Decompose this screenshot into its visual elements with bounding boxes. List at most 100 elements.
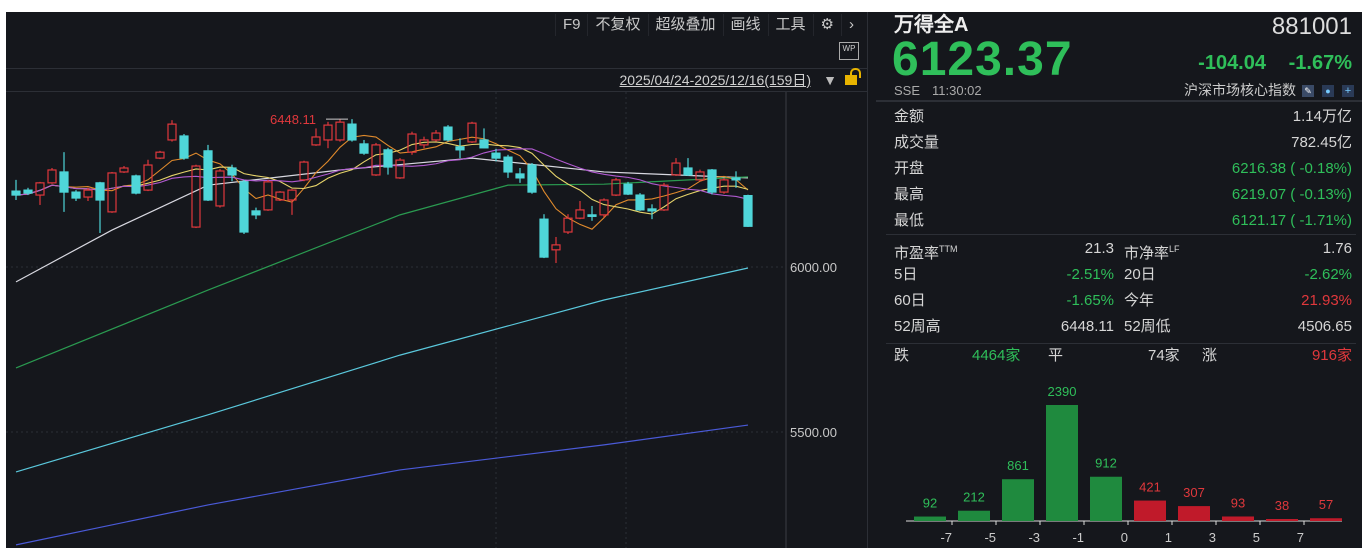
- toolbar-overlay[interactable]: 超级叠加: [647, 14, 723, 36]
- distribution-bar-label: 57: [1319, 497, 1333, 512]
- candlestick[interactable]: [551, 236, 561, 264]
- candlestick[interactable]: [275, 191, 285, 201]
- candlestick[interactable]: [743, 194, 753, 228]
- candlestick[interactable]: [431, 130, 441, 142]
- candlestick[interactable]: [23, 187, 33, 196]
- candlestick[interactable]: [143, 159, 153, 192]
- metric-label: 52周高: [894, 318, 941, 335]
- toolbar-draw[interactable]: 画线: [722, 14, 768, 36]
- candlestick[interactable]: [383, 147, 393, 175]
- candlestick[interactable]: [443, 125, 453, 142]
- candlestick[interactable]: [107, 171, 117, 213]
- candlestick[interactable]: [131, 174, 141, 195]
- candlestick[interactable]: [419, 136, 429, 149]
- stat-label: 金额: [894, 108, 925, 125]
- candlestick[interactable]: [47, 168, 57, 184]
- stat-label: 开盘: [894, 160, 925, 177]
- candlestick[interactable]: [731, 171, 741, 188]
- candlestick[interactable]: [191, 164, 201, 229]
- x-tick-label: 3: [1209, 530, 1216, 545]
- breadth-flat-count: 74家: [1148, 347, 1180, 364]
- candlestick[interactable]: [287, 189, 297, 215]
- toolbar-tools[interactable]: 工具: [767, 14, 813, 36]
- candlestick[interactable]: [407, 131, 417, 155]
- candlestick[interactable]: [71, 190, 81, 201]
- distribution-bar: [914, 516, 946, 521]
- toolbar-f9[interactable]: F9: [554, 14, 588, 36]
- candlestick[interactable]: [251, 207, 261, 220]
- candlestick[interactable]: [83, 187, 93, 201]
- candlestick[interactable]: [179, 134, 189, 160]
- candlestick[interactable]: [299, 160, 309, 182]
- divider: [876, 100, 1362, 102]
- unlock-icon[interactable]: [845, 68, 861, 85]
- candlestick[interactable]: [587, 205, 597, 221]
- candle-body: [107, 172, 117, 213]
- candlestick[interactable]: [647, 204, 657, 220]
- stat-value: 1.14万亿: [1292, 108, 1352, 125]
- distribution-bar: [1090, 476, 1122, 521]
- price-change: -104.04: [1198, 52, 1266, 74]
- candlestick[interactable]: [347, 119, 357, 142]
- candlestick[interactable]: [719, 177, 729, 194]
- candlestick[interactable]: [311, 128, 321, 146]
- candlestick[interactable]: [611, 177, 621, 197]
- candlestick[interactable]: [683, 158, 693, 176]
- high-marker-label: 6448.11: [270, 112, 316, 127]
- candlestick[interactable]: [155, 150, 165, 160]
- candlestick[interactable]: [479, 128, 489, 149]
- candlestick[interactable]: [119, 166, 129, 173]
- plus-icon[interactable]: +: [1342, 85, 1354, 97]
- date-range-link[interactable]: 2025/04/24-2025/12/16(159日): [619, 72, 811, 88]
- metric-value: -2.51%: [1066, 266, 1114, 283]
- candlestick[interactable]: [335, 119, 345, 142]
- candlestick[interactable]: [539, 214, 549, 259]
- candlestick[interactable]: [359, 139, 369, 155]
- candlestick[interactable]: [455, 138, 465, 159]
- candlestick[interactable]: [395, 158, 405, 179]
- candlestick[interactable]: [239, 179, 249, 234]
- candlestick[interactable]: [599, 198, 609, 218]
- candlestick[interactable]: [623, 181, 633, 196]
- bell-icon[interactable]: ●: [1322, 85, 1334, 97]
- candlestick[interactable]: [371, 142, 381, 176]
- candlestick[interactable]: [491, 148, 501, 162]
- candlestick[interactable]: [563, 214, 573, 234]
- gear-icon[interactable]: ⚙: [812, 14, 841, 36]
- candlestick[interactable]: [11, 179, 21, 201]
- candlestick[interactable]: [203, 144, 213, 201]
- candlestick[interactable]: [671, 158, 681, 176]
- candlestick[interactable]: [35, 181, 45, 205]
- candle-body: [95, 182, 105, 201]
- wp-monitor-icon[interactable]: WP: [839, 42, 859, 60]
- candlestick[interactable]: [215, 168, 225, 208]
- edit-icon[interactable]: ✎: [1302, 85, 1314, 97]
- candlestick[interactable]: [515, 168, 525, 183]
- metric-label: 60日: [894, 292, 926, 309]
- candlestick[interactable]: [695, 169, 705, 182]
- quote-time: 11:30:02: [932, 83, 982, 98]
- candlestick[interactable]: [467, 121, 477, 143]
- metric-label: 今年: [1124, 292, 1155, 309]
- candlestick[interactable]: [527, 163, 537, 194]
- candlestick[interactable]: [95, 181, 105, 234]
- candlestick[interactable]: [575, 201, 585, 220]
- candlestick[interactable]: [707, 168, 717, 195]
- candlestick[interactable]: [59, 152, 69, 212]
- candlestick[interactable]: [167, 120, 177, 142]
- candlestick[interactable]: [227, 164, 237, 182]
- kline-chart[interactable]: 6000.00 5500.00 6448.11: [6, 12, 868, 548]
- candlestick[interactable]: [503, 154, 513, 178]
- caret-down-icon[interactable]: ▼: [823, 72, 837, 88]
- moving-average-line: [15, 148, 749, 200]
- candlestick[interactable]: [323, 121, 333, 149]
- metric-value: 4506.65: [1297, 318, 1352, 335]
- chevron-right-icon[interactable]: ›: [841, 14, 861, 36]
- candlestick[interactable]: [635, 193, 645, 211]
- x-tick-label: 5: [1253, 530, 1260, 545]
- candlestick[interactable]: [263, 179, 273, 211]
- candlestick[interactable]: [659, 182, 669, 211]
- index-name: 万得全A: [894, 14, 969, 36]
- toolbar-adjust[interactable]: 不复权: [587, 14, 647, 36]
- stat-row: 成交量 782.45亿: [894, 130, 1352, 156]
